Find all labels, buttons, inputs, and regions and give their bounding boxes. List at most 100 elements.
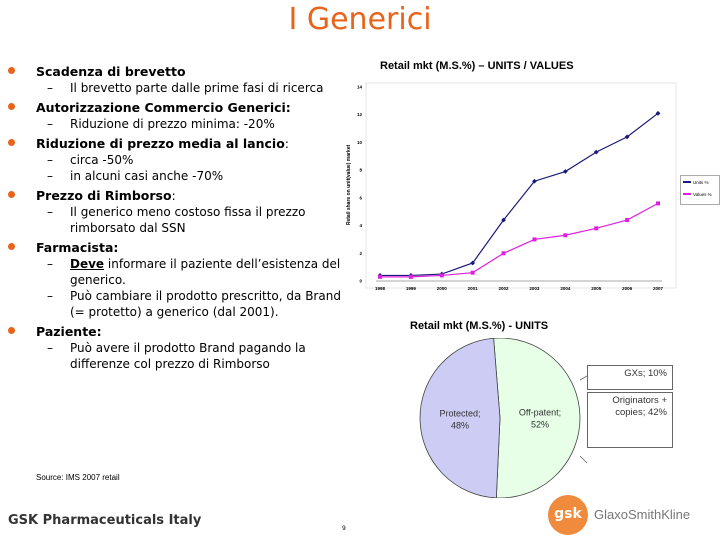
dash-icon: – xyxy=(47,81,53,95)
bullet-item: Scadenza di brevetto xyxy=(8,63,353,80)
data-point xyxy=(470,270,475,275)
x-tick-label: 2004 xyxy=(560,286,571,291)
dash-icon: – xyxy=(47,169,53,183)
originators-callout: Originators + copies; 42% xyxy=(587,392,673,448)
line-chart-title: Retail mkt (M.S.%) – UNITS / VALUES xyxy=(380,60,574,72)
dash-icon: – xyxy=(47,153,53,167)
sub-bullet-item: – in alcuni casi anche -70% xyxy=(8,168,353,184)
y-tick-label: 4 xyxy=(359,223,362,228)
sub-bullet-item: – Può avere il prodotto Brand pagando la … xyxy=(8,340,353,372)
pie-slice-value: 52% xyxy=(531,419,549,429)
bullet-label: Prezzo di Rimborso xyxy=(36,188,172,203)
legend-label: Values % xyxy=(693,191,712,197)
pie-chart: Protected; 48% Off-patent; 52% xyxy=(419,338,588,498)
legend-swatch xyxy=(683,181,691,183)
dash-icon: – xyxy=(47,257,53,271)
pie-slice-off-patent xyxy=(493,338,581,498)
x-tick-label: 2007 xyxy=(653,286,664,291)
legend-swatch xyxy=(683,193,691,195)
source-note: Source: IMS 2007 retail xyxy=(36,473,120,482)
sub-bullet-item: – Il generico meno costoso fissa il prezz… xyxy=(8,204,353,236)
data-point xyxy=(563,233,568,238)
series-line-1 xyxy=(380,202,659,278)
dash-icon: – xyxy=(47,289,53,303)
data-point xyxy=(439,273,444,278)
bullet-label: Scadenza di brevetto xyxy=(36,64,186,79)
data-point xyxy=(408,274,413,279)
line-chart: Retail share on unit(value) market 0 2 4 6 8… xyxy=(346,82,677,291)
data-point xyxy=(624,134,630,140)
sub-bullet-text: in alcuni casi anche -70% xyxy=(70,169,224,183)
page-number: 9 xyxy=(342,525,346,532)
gsk-logo-icon: gsk xyxy=(548,495,588,535)
bullet-list: Scadenza di brevetto – Il brevetto parte d… xyxy=(8,60,353,372)
x-tick-label: 2005 xyxy=(591,286,602,291)
y-tick-label: 8 xyxy=(359,168,362,173)
pie-slice-protected xyxy=(419,338,501,498)
y-tick-label: 10 xyxy=(357,140,363,145)
data-point xyxy=(378,274,382,279)
sub-bullet-item: – circa -50% xyxy=(8,152,353,168)
x-tick-label: 2001 xyxy=(468,286,479,291)
bullet-label: Autorizzazione Commercio Generici: xyxy=(36,100,291,115)
footer-company: GSK Pharmaceuticals Italy xyxy=(8,513,202,528)
bullet-label: Riduzione di prezzo media al lancio xyxy=(36,136,285,151)
data-point xyxy=(625,218,630,223)
dash-icon: – xyxy=(47,205,53,219)
data-point xyxy=(501,251,506,256)
bullet-label-suffix: : xyxy=(171,188,176,203)
pie-slice-value: 48% xyxy=(451,421,469,431)
sub-bullet-item: – Il brevetto parte dalle prime fasi di r… xyxy=(8,80,353,96)
x-tick-label: 1999 xyxy=(406,286,417,291)
legend: Units % Values % xyxy=(680,175,720,205)
x-tick-label: 2006 xyxy=(622,286,633,291)
x-tick-label: 2000 xyxy=(437,286,448,291)
bullet-dot-icon xyxy=(8,191,15,198)
data-point xyxy=(656,201,660,206)
bullet-dot-icon xyxy=(8,103,15,110)
y-tick-label: 12 xyxy=(357,112,363,117)
y-tick-label: 0 xyxy=(359,279,362,284)
x-tick-label: 1998 xyxy=(375,286,386,291)
plot-area xyxy=(365,82,677,289)
y-tick-label: 6 xyxy=(359,195,362,200)
bullet-item: Prezzo di Rimborso: xyxy=(8,187,353,204)
bullet-item: Autorizzazione Commercio Generici: xyxy=(8,99,353,116)
sub-bullet-text: circa -50% xyxy=(70,153,134,167)
bullet-label: Farmacista: xyxy=(36,240,119,255)
data-point xyxy=(470,260,476,266)
bullet-item: Riduzione di prezzo media al lancio: xyxy=(8,135,353,152)
sub-bullet-text: Può cambiare il prodotto prescritto, da … xyxy=(70,289,341,319)
pie-slice-label: Protected; xyxy=(439,409,480,419)
y-tick-label: 14 xyxy=(357,85,363,90)
pie-chart-title: Retail mkt (M.S.%) - UNITS xyxy=(410,320,549,332)
bullet-dot-icon xyxy=(8,139,15,146)
legend-item-units: Units % xyxy=(681,176,719,188)
y-axis-label: Retail share on unit(value) market xyxy=(346,145,352,226)
bullet-label-suffix: : xyxy=(284,136,290,151)
bullet-item: Paziente: xyxy=(8,323,353,340)
x-tick-label: 2002 xyxy=(499,286,510,291)
x-tick-label: 2003 xyxy=(529,286,540,291)
sub-bullet-text: informare il paziente dell’esistenza del… xyxy=(70,257,341,287)
company-logo: gsk GlaxoSmithKline xyxy=(548,495,718,535)
data-point xyxy=(532,237,537,242)
slide-title: I Generici xyxy=(288,2,432,37)
bullet-dot-icon xyxy=(8,67,15,74)
data-point xyxy=(594,226,599,231)
callout-connector xyxy=(579,375,588,381)
sub-bullet-item: – Riduzione di prezzo minima: -20% xyxy=(8,116,353,132)
sub-bullet-text: Il generico meno costoso fissa il prezzo… xyxy=(70,205,306,235)
sub-bullet-text: Il brevetto parte dalle prime fasi di ri… xyxy=(70,81,324,95)
bullet-dot-icon xyxy=(8,327,15,334)
dash-icon: – xyxy=(47,117,53,131)
callout-connector xyxy=(579,455,588,464)
y-tick-label: 2 xyxy=(359,251,362,256)
gxs-callout: GXs; 10% xyxy=(587,365,673,390)
data-point xyxy=(593,149,599,155)
series-line-0 xyxy=(380,112,659,277)
emphasis-text: Deve xyxy=(70,257,105,271)
sub-bullet-item: – Deve informare il paziente dell’esisten… xyxy=(8,256,353,288)
sub-bullet-text: Può avere il prodotto Brand pagando la d… xyxy=(70,341,306,371)
bullet-dot-icon xyxy=(8,243,15,250)
